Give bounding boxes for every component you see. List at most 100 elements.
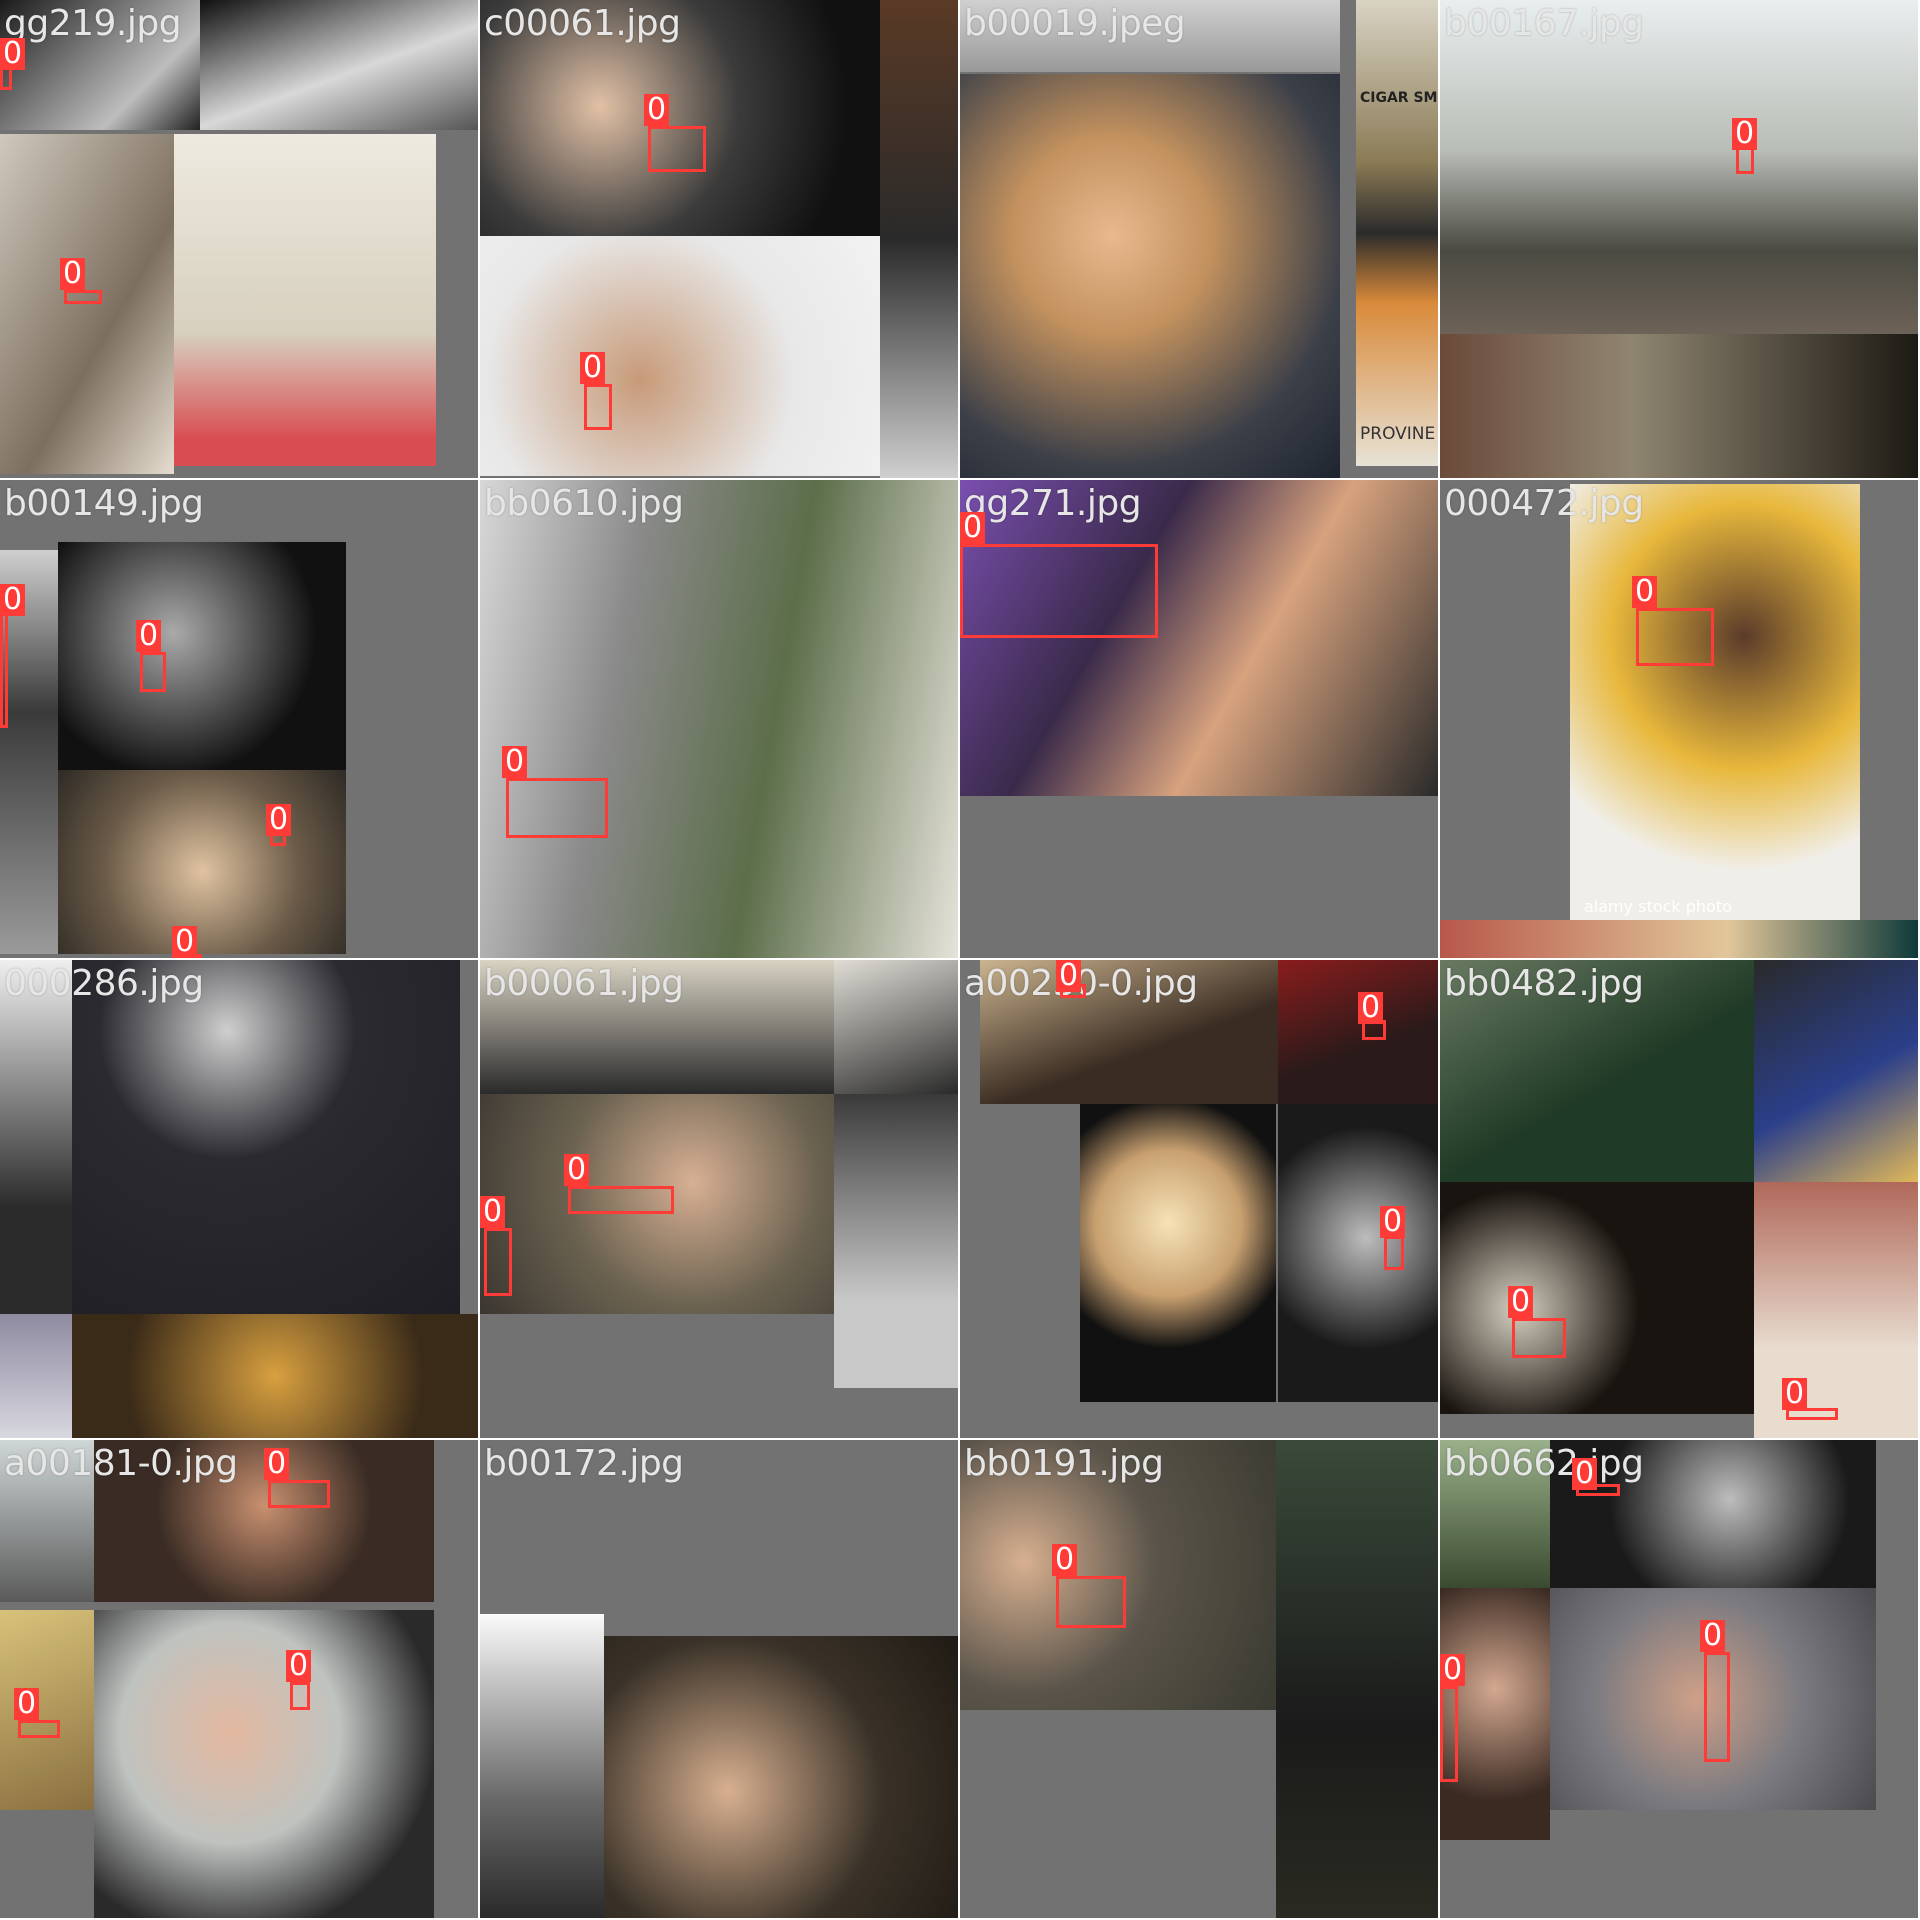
photo — [1276, 1440, 1438, 1918]
photo: alamy stock photo — [1570, 484, 1860, 920]
filename-label: a00181-0.jpg — [4, 1443, 238, 1484]
tile: c00061.jpg 0 0 — [480, 0, 958, 478]
photo — [880, 0, 958, 478]
class-label: 0 — [1572, 1458, 1598, 1490]
detection-box — [960, 544, 1158, 638]
detection-box — [1636, 608, 1714, 666]
tile: bb0482.jpg 0 0 — [1440, 960, 1918, 1438]
filename-label: 000286.jpg — [4, 963, 204, 1004]
filename-label: bb0191.jpg — [964, 1443, 1164, 1484]
photo — [1278, 960, 1438, 1104]
detection-box — [1056, 1576, 1126, 1628]
photo — [834, 960, 958, 1094]
photo — [480, 0, 880, 236]
photo — [1440, 334, 1918, 478]
photo — [58, 542, 346, 770]
photo — [0, 0, 200, 130]
filename-label: bb0482.jpg — [1444, 963, 1644, 1004]
tile: b00149.jpg 0 0 0 0 — [0, 480, 478, 958]
class-label: 0 — [136, 620, 162, 652]
class-label: 0 — [580, 352, 606, 384]
class-label: 0 — [960, 512, 986, 544]
photo — [1440, 960, 1754, 1182]
detection-box — [584, 384, 612, 430]
photo — [1278, 1104, 1438, 1402]
photo — [94, 1610, 434, 1918]
detection-box — [18, 1720, 60, 1738]
class-label: 0 — [564, 1154, 590, 1186]
filename-label: b00061.jpg — [484, 963, 684, 1004]
class-label: 0 — [1508, 1286, 1534, 1318]
photo — [604, 1636, 958, 1918]
photo — [834, 1094, 958, 1388]
class-label: 0 — [0, 38, 26, 70]
photo — [0, 960, 72, 1314]
photo — [960, 1440, 1276, 1710]
photo — [200, 0, 478, 130]
tile: gg219.jpg 0 0 — [0, 0, 478, 478]
tile: bb0191.jpg 0 — [960, 1440, 1438, 1918]
tile: a00230-0.jpg 0 0 0 — [960, 960, 1438, 1438]
photo — [480, 480, 958, 958]
photo — [980, 960, 1280, 1104]
photo — [960, 0, 1340, 72]
filename-label: b00149.jpg — [4, 483, 204, 524]
detection-box — [1786, 1408, 1838, 1420]
detection-box — [1704, 1652, 1730, 1762]
class-label: 0 — [1056, 960, 1082, 992]
tile: gg271.jpg 0 — [960, 480, 1438, 958]
photo — [1550, 1440, 1876, 1588]
photo — [58, 770, 346, 954]
class-label: 0 — [264, 1448, 290, 1480]
photo — [960, 480, 1438, 796]
photo — [480, 960, 834, 1094]
class-label: 0 — [1358, 992, 1384, 1024]
poster-text: CIGAR SMOK — [1360, 90, 1438, 106]
photo — [72, 960, 460, 1314]
class-label: 0 — [172, 926, 198, 958]
detection-box — [290, 1682, 310, 1710]
filename-label: c00061.jpg — [484, 3, 681, 44]
photo — [480, 1094, 834, 1314]
photo — [0, 1314, 72, 1438]
filename-label: b00172.jpg — [484, 1443, 684, 1484]
filename-label: 000472.jpg — [1444, 483, 1644, 524]
class-label: 0 — [0, 584, 26, 616]
photo — [0, 550, 58, 954]
tile: CIGAR SMOK PROVINE - H b00019.jpeg — [960, 0, 1438, 478]
tile: bb0610.jpg 0 — [480, 480, 958, 958]
photo — [0, 1440, 94, 1602]
class-label: 0 — [1380, 1206, 1406, 1238]
tile: a00181-0.jpg 0 0 0 — [0, 1440, 478, 1918]
filename-label: bb0610.jpg — [484, 483, 684, 524]
detection-box — [648, 126, 706, 172]
detection-box — [1384, 1236, 1404, 1270]
class-label: 0 — [1782, 1378, 1808, 1410]
class-label: 0 — [480, 1196, 506, 1228]
detection-box — [568, 1186, 674, 1214]
tile: bb0662.jpg 0 0 0 — [1440, 1440, 1918, 1918]
detection-box — [1576, 1484, 1620, 1496]
photo — [480, 236, 880, 476]
detection-box — [484, 1228, 512, 1296]
photo — [1080, 1104, 1276, 1402]
photo — [1440, 1440, 1550, 1588]
class-label: 0 — [286, 1650, 312, 1682]
detection-box — [64, 290, 102, 304]
detection-box — [140, 652, 166, 692]
class-label: 0 — [1700, 1620, 1726, 1652]
class-label: 0 — [60, 258, 86, 290]
photo: CIGAR SMOK PROVINE - H — [1356, 0, 1438, 466]
detection-box — [506, 778, 608, 838]
class-label: 0 — [1632, 576, 1658, 608]
class-label: 0 — [1440, 1654, 1466, 1686]
photo — [1754, 960, 1918, 1182]
tile: b00167.jpg 0 — [1440, 0, 1918, 478]
tile: 000286.jpg — [0, 960, 478, 1438]
filename-label: b00167.jpg — [1444, 3, 1644, 44]
tile: alamy stock photo 000472.jpg 0 — [1440, 480, 1918, 958]
class-label: 0 — [1052, 1544, 1078, 1576]
filename-label: bb0662.jpg — [1444, 1443, 1644, 1484]
photo — [1440, 1588, 1550, 1840]
